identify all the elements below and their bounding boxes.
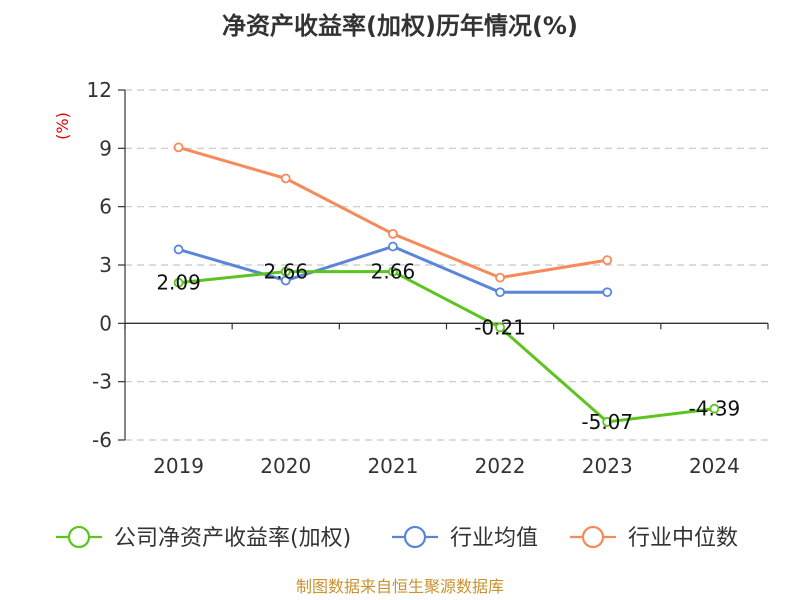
series-1-point-2021 xyxy=(388,241,398,252)
y-tick-label-1: 9 xyxy=(99,136,112,160)
y-tick-label-2: 6 xyxy=(99,195,112,219)
series-0-point-2022 xyxy=(495,322,505,333)
data-label-2020: 2.66 xyxy=(263,260,308,284)
data-label-2019: 2.09 xyxy=(156,271,201,295)
series-lines xyxy=(173,142,720,427)
series-2-point-2019 xyxy=(173,142,184,153)
series-1-point-2020 xyxy=(280,275,291,286)
x-tick-label-2022: 2022 xyxy=(475,454,526,478)
legend-marker-1 xyxy=(403,525,427,549)
data-label-2024: -4.39 xyxy=(689,397,741,421)
legend: 公司净资产收益率(加权) 行业均值 行业中位数 xyxy=(56,525,738,551)
series-2-point-2023 xyxy=(602,255,613,266)
series-0-point-2023 xyxy=(602,417,613,427)
y-tick-label-4: 0 xyxy=(99,311,112,335)
series-0-point-2020 xyxy=(280,266,291,277)
data-label-2023: -5.07 xyxy=(581,410,633,434)
source-note: 制图数据来自恒生聚源数据库 xyxy=(296,577,504,596)
x-tick-label-2021: 2021 xyxy=(367,454,418,478)
x-tick-label-2024: 2024 xyxy=(689,454,740,478)
data-labels: 2.09 2.66 2.66 -0.21 -5.07 -4.39 xyxy=(156,260,740,434)
series-2-point-2020 xyxy=(280,173,291,184)
legend-marker-0 xyxy=(67,525,91,549)
series-0-point-2024 xyxy=(709,403,720,414)
series-1-point-2019 xyxy=(173,244,184,255)
series-line-2 xyxy=(178,145,608,280)
x-tick-label-2020: 2020 xyxy=(260,454,311,478)
x-tick-label-2019: 2019 xyxy=(153,454,204,478)
legend-marker-2 xyxy=(581,525,605,549)
series-1-point-2023 xyxy=(602,287,613,298)
series-0-point-2019 xyxy=(173,277,184,288)
data-label-2022: -0.21 xyxy=(474,315,526,339)
y-tick-label-0: 12 xyxy=(87,78,112,102)
series-1-point-2022 xyxy=(495,287,505,298)
y-axis-unit-label: (%) xyxy=(53,112,72,140)
y-tick-label-6: -6 xyxy=(92,428,112,452)
legend-label-2: 行业中位数 xyxy=(628,526,738,551)
gridlines xyxy=(125,89,768,441)
series-0-point-2021 xyxy=(388,266,398,277)
axes: 12 9 6 3 0 -3 -6 2019 2020 2021 2022 2023 2024 xyxy=(87,78,769,478)
x-tick-label-2023: 2023 xyxy=(582,454,633,478)
series-line-0 xyxy=(178,270,715,424)
chart-title: 净资产收益率(加权)历年情况(%) xyxy=(222,12,578,40)
y-tick-label-5: -3 xyxy=(92,370,112,394)
series-2-point-2022 xyxy=(495,272,505,283)
y-tick-label-3: 3 xyxy=(99,253,112,277)
data-label-2021: 2.66 xyxy=(371,260,416,284)
series-2-point-2021 xyxy=(388,228,398,239)
legend-label-1: 行业均值 xyxy=(450,526,538,551)
legend-label-0: 公司净资产收益率(加权) xyxy=(114,526,351,551)
